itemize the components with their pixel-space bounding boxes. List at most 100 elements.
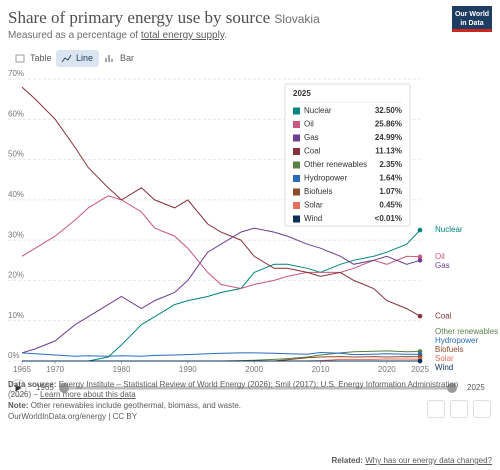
tooltip-name: Wind [304,214,322,223]
bar-tab[interactable]: Bar [120,53,135,63]
series-label: Oil [435,252,445,261]
x-tick-label: 2010 [312,365,330,374]
subtitle-link[interactable]: total energy supply [140,30,225,41]
series-label: Gas [435,261,450,270]
share-button[interactable] [450,400,468,418]
fullscreen-button[interactable] [473,400,491,418]
download-button[interactable] [427,400,445,418]
x-tick-label: 1970 [46,365,64,374]
tab-icons [15,54,113,63]
related-label: Related: [331,456,364,465]
url[interactable]: OurWorldInData.org/energy | CC BY [8,412,138,421]
end-point [417,358,423,364]
tooltip-box [284,83,411,227]
y-tick-label: 60% [8,109,24,118]
tooltip-value: <0.01% [375,214,402,223]
x-tick-label: 1980 [113,365,131,374]
series-label: Wind [435,363,453,372]
chart: 0% 10% 20% 30% 40% 50% 60% 70% 1965 1970 1980 1990 2… [8,70,498,397]
tooltip-name: Hydropower [304,174,347,183]
series-line [22,356,421,362]
series-label: Coal [435,311,452,320]
subtitle-text: . [224,30,227,41]
timeline-handle[interactable] [447,383,457,393]
end-point [417,258,423,263]
series-label: Other renewables [435,327,498,336]
end-point [417,313,423,319]
tooltip-swatch [293,161,300,169]
tooltip-name: Gas [304,133,319,142]
series-label: Nuclear [435,225,463,234]
tooltip-name: Biofuels [304,187,332,196]
timeline-start: 1965 [36,383,54,392]
tooltip-name: Other renewables [304,160,367,169]
table-icon [15,54,25,63]
related: Related: Why has our energy data changed… [300,456,492,465]
tooltip-value: 32.50% [375,106,402,115]
y-tick-label: 10% [8,311,24,320]
tooltip-swatch [293,188,300,196]
tooltip-swatch [293,202,300,209]
y-tick-label: 50% [8,150,24,159]
logo-text: Our World [454,11,490,18]
source-label: Data source: [8,380,57,389]
tooltip-value: 25.86% [375,120,402,129]
tooltip-swatch [293,121,300,128]
tooltip-name: Oil [304,120,314,129]
source-link[interactable]: Learn more about this data [40,390,136,399]
tooltip: 2025 Nuclear 32.50% Oil 25.86% Gas 24.99% Coal 1… [284,83,411,227]
tooltip-swatch [293,134,300,142]
x-tick-label: 2025 [411,365,429,374]
end-point [417,227,423,233]
tooltip-swatch [293,148,300,155]
bar-icon [105,55,113,62]
y-tick-label: 0% [8,351,20,360]
y-tick-label: 20% [8,271,24,280]
tooltip-value: 1.64% [379,174,402,183]
tooltip-value: 1.07% [379,187,402,196]
table-tab[interactable]: Table [30,53,52,63]
subtitle-text: Measured as a percentage of [8,30,141,41]
logo[interactable]: Our World in Data [452,6,492,32]
logo-text: in Data [460,20,484,27]
y-tick-label: 30% [8,230,24,239]
tooltip-swatch [293,107,300,115]
note-text: Other renewables include geothermal, bio… [30,401,242,410]
line-tab[interactable]: Line [56,50,100,67]
x-tick-label: 1990 [179,365,197,374]
series-line [21,351,421,357]
tooltip-swatch [293,175,300,182]
series-line [21,227,421,354]
series-line [21,86,421,317]
series-label: Hydropower [435,336,478,345]
tooltip-swatch [293,215,300,223]
note-label: Note: [8,401,29,410]
x-tick-label: 2020 [378,365,396,374]
line-icon [61,54,72,63]
note: Note: Other renewables include geotherma… [8,401,478,411]
entity-name: Slovakia [274,12,320,26]
tooltip-name: Solar [304,201,323,210]
tooltip-name: Nuclear [304,106,332,115]
y-tick-label: 70% [8,70,24,78]
tooltip-value: 0.45% [379,201,402,210]
series-line [22,229,421,362]
source-text: Energy Institute – Statistical Review of… [8,380,459,399]
tooltip-value: 11.13% [375,147,402,156]
timeline-handle[interactable] [59,383,69,393]
x-tick-label: 2000 [245,365,263,374]
source: Data source: Energy Institute – Statisti… [8,380,478,400]
timeline-end: 2025 [467,383,485,392]
play-icon [15,384,22,392]
tooltip-year: 2025 [293,89,311,98]
x-tick-label: 1965 [13,365,31,374]
tooltip-name: Coal [304,147,321,156]
series-label: Solar [435,354,454,363]
y-tick-label: 40% [8,190,24,199]
subtitle: Measured as a percentage of total energy… [8,30,227,41]
title-row: Share of primary energy use by source Sl… [8,8,320,28]
tooltip-value: 24.99% [375,133,402,142]
related-link[interactable]: Why has our energy data changed? [365,456,492,465]
series-line [21,195,421,290]
